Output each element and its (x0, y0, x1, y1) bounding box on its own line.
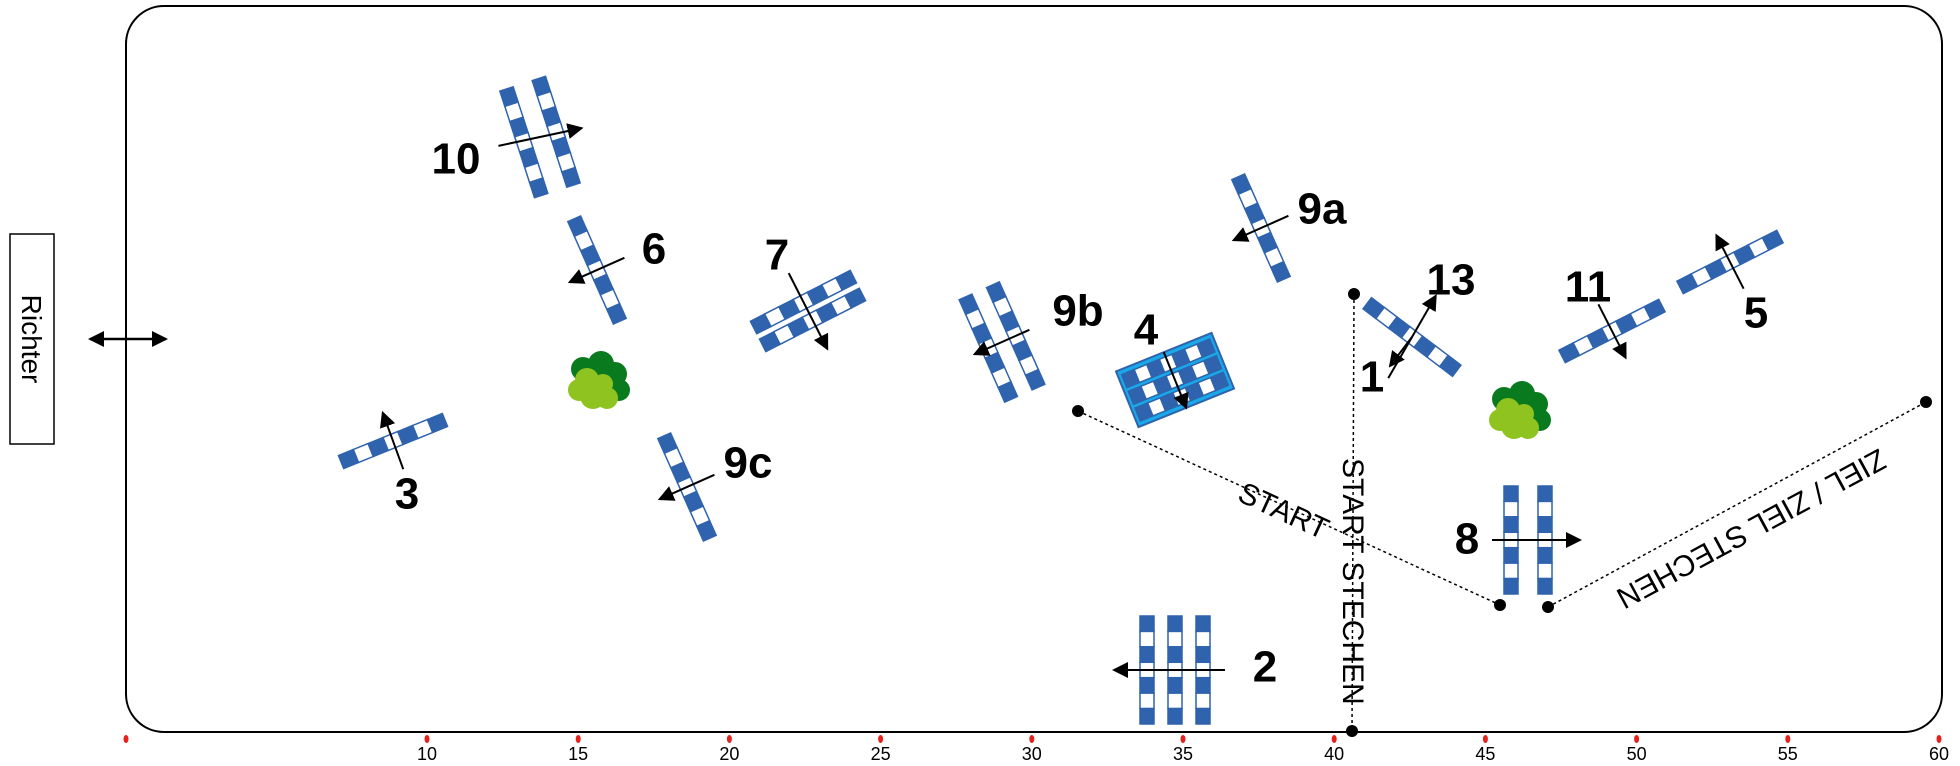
obstacle-11: 11 (1557, 263, 1667, 364)
start-line-label: START (1233, 476, 1334, 546)
direction-arrow (657, 473, 715, 501)
judge-box: Richter (9, 233, 168, 445)
scale-label: 25 (871, 744, 891, 764)
scale-label: 60 (1929, 744, 1949, 764)
obstacle-number: 5 (1744, 289, 1768, 338)
direction-arrow (1715, 233, 1745, 290)
obstacle-number: 9b (1052, 287, 1103, 336)
scale-label: 50 (1627, 744, 1647, 764)
scale-marker (575, 735, 581, 743)
obstacle-number: 4 (1134, 306, 1159, 355)
obstacle-10: 10 (432, 75, 584, 199)
obstacle-rails (498, 75, 582, 199)
scale-marker (1482, 735, 1488, 743)
direction-arrow (1231, 214, 1289, 242)
scale-origin-marker (123, 735, 129, 743)
obstacle-9b: 9b (958, 280, 1104, 404)
direction-arrow (567, 256, 625, 284)
scale-label: 20 (719, 744, 739, 764)
scale-label: 35 (1173, 744, 1193, 764)
start-line: START (1072, 405, 1506, 611)
start-jumpoff-line: START STECHEN (1336, 288, 1369, 737)
direction-arrow (1597, 303, 1627, 360)
obstacle-2: 2 (1112, 615, 1277, 725)
obstacle-rails (1230, 173, 1292, 283)
obstacle-layer: 1 2 3 4 5 6 7 8 9a 9b 9c 10 11 13 (337, 75, 1785, 725)
scale-marker (1634, 735, 1640, 743)
scale-marker (1331, 735, 1337, 743)
obstacle-number: 10 (432, 135, 481, 184)
obstacle-rails (1675, 229, 1785, 295)
obstacle-1: 1 (1360, 294, 1462, 402)
obstacle-5: 5 (1675, 229, 1785, 338)
distance-scale: 10 15 20 25 30 35 40 45 50 55 60 (123, 735, 1949, 764)
bush-icon (1489, 381, 1551, 439)
obstacle-4: 4 (1114, 306, 1236, 429)
scale-marker (1180, 735, 1186, 743)
scale-label: 30 (1022, 744, 1042, 764)
bush-icon (568, 351, 630, 409)
obstacle-rails (566, 215, 628, 325)
obstacle-number: 2 (1253, 643, 1277, 692)
obstacle-7: 7 (749, 231, 867, 353)
direction-arrow (972, 328, 1030, 356)
scale-marker (726, 735, 732, 743)
obstacle-rails (1503, 485, 1553, 595)
obstacle-13: 13 (1427, 256, 1476, 305)
obstacle-number: 1 (1360, 353, 1384, 402)
obstacle-rails (1557, 298, 1667, 364)
direction-arrow (787, 272, 829, 351)
scale-label: 10 (417, 744, 437, 764)
finish-line-label: ZIEL / ZIEL STECHEN (1611, 442, 1891, 615)
scale-marker (1936, 735, 1942, 743)
obstacle-number: 7 (765, 231, 789, 280)
obstacle-number: 3 (395, 470, 419, 519)
obstacle-number: 6 (642, 225, 666, 274)
obstacle-number: 9c (724, 439, 773, 488)
obstacle-number: 8 (1455, 515, 1479, 564)
obstacle-number: 13 (1427, 256, 1476, 305)
obstacle-3: 3 (337, 410, 449, 519)
direction-arrow (1388, 336, 1413, 368)
scale-label: 15 (568, 744, 588, 764)
obstacle-9a: 9a (1230, 173, 1347, 283)
direction-arrow (1162, 351, 1189, 410)
finish-line: ZIEL / ZIEL STECHEN (1542, 396, 1932, 615)
scale-label: 45 (1475, 744, 1495, 764)
obstacle-number: 11 (1565, 263, 1612, 312)
obstacle-rails (337, 412, 449, 470)
scale-label: 55 (1778, 744, 1798, 764)
start-jumpoff-label: START STECHEN (1336, 458, 1369, 705)
scale-marker (424, 735, 430, 743)
obstacle-rails (958, 280, 1046, 404)
scale-marker (878, 735, 884, 743)
obstacle-6: 6 (566, 215, 666, 325)
arena-border (125, 5, 1943, 733)
scale-marker (1029, 735, 1035, 743)
scale-label: 40 (1324, 744, 1344, 764)
obstacle-rails (1139, 615, 1211, 725)
obstacle-rails (749, 269, 867, 353)
scale-marker (1785, 735, 1791, 743)
judge-label: Richter (16, 295, 47, 384)
obstacle-9c: 9c (656, 432, 773, 542)
obstacle-8: 8 (1455, 485, 1582, 595)
direction-arrow (498, 123, 584, 147)
obstacle-number: 9a (1298, 185, 1347, 234)
direction-arrow (380, 410, 405, 470)
